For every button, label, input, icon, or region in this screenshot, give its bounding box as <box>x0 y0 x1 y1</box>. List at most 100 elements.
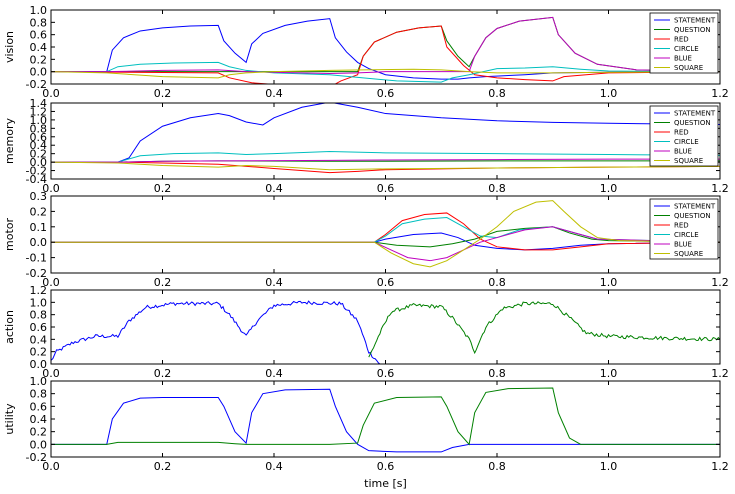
y-tick-label: 1.2 <box>30 105 48 118</box>
x-tick-label: 0.2 <box>154 276 172 289</box>
y-tick-label: 0.8 <box>30 122 48 135</box>
x-tick-label: 0.4 <box>265 367 283 380</box>
x-tick-label: 1.0 <box>600 276 618 289</box>
y-tick-label: 0.0 <box>30 66 48 79</box>
legend-label-circle: CIRCLE <box>674 45 699 53</box>
series-line-square <box>51 68 720 79</box>
y-tick-label: 0.0 <box>30 236 48 249</box>
x-tick-label: 1.0 <box>600 87 618 100</box>
y-tick-label: 0.4 <box>30 41 48 54</box>
y-tick-label: -0.2 <box>26 267 47 280</box>
y-tick-label: -0.1 <box>26 252 47 265</box>
y-tick-label: 0.2 <box>30 53 48 66</box>
y-tick-label: 0.4 <box>30 139 48 152</box>
legend-label-blue: BLUE <box>674 241 692 249</box>
series-line-circle <box>51 217 720 243</box>
series-line-square <box>51 161 720 171</box>
legend-label-square: SQUARE <box>674 64 703 72</box>
y-axis-label: motor <box>3 218 16 251</box>
y-tick-label: 0.2 <box>30 205 48 218</box>
y-tick-label: -0.2 <box>26 451 47 464</box>
legend-box <box>649 105 719 167</box>
y-tick-label: -0.2 <box>26 165 47 178</box>
legend-label-statement: STATEMENT <box>674 17 716 25</box>
x-tick-label: 0.0 <box>42 182 60 195</box>
series-line-trace-1 <box>51 387 720 446</box>
axes-frame <box>50 380 721 458</box>
y-tick-label: 0.1 <box>30 221 48 234</box>
y-tick-label: 1.0 <box>30 296 48 309</box>
legend-label-red: RED <box>674 129 689 137</box>
series-line-red <box>51 212 720 251</box>
y-tick-label: 0.4 <box>30 333 48 346</box>
y-tick-label: 0.4 <box>30 413 48 426</box>
y-tick-label: 0.0 <box>30 156 48 169</box>
y-tick-label: 0.6 <box>30 321 48 334</box>
legend-label-question: QUESTION <box>674 212 711 220</box>
legend-label-red: RED <box>674 222 689 230</box>
x-tick-label: 0.2 <box>154 182 172 195</box>
y-axis-label: vision <box>3 31 16 63</box>
x-tick-label: 1.0 <box>600 367 618 380</box>
series-line-statement <box>51 18 720 80</box>
x-tick-label: 0.4 <box>265 182 283 195</box>
x-tick-label: 0.6 <box>377 460 395 473</box>
series-line-trace-0 <box>51 300 381 364</box>
x-tick-label: 0.2 <box>154 87 172 100</box>
y-tick-label: -0.4 <box>26 173 47 186</box>
y-axis-label: memory <box>3 118 16 164</box>
y-tick-label: 0.2 <box>30 148 48 161</box>
x-tick-label: 0.4 <box>265 460 283 473</box>
panel-vision: 0.0 0.2 0.4 0.6 0.8 1.0 1.2-0.20.00.20.40.60.8… <box>3 4 729 100</box>
x-tick-label: 0.8 <box>488 367 506 380</box>
x-tick-label: 0.8 <box>488 276 506 289</box>
y-tick-label: 0.3 <box>30 190 48 203</box>
legend-label-square: SQUARE <box>674 157 703 165</box>
legend-label-blue: BLUE <box>674 55 692 63</box>
series-line-blue <box>51 226 720 262</box>
series-line-blue <box>51 16 720 75</box>
legend-label-statement: STATEMENT <box>674 110 716 118</box>
y-tick-label: 1.4 <box>30 97 48 110</box>
y-tick-label: 0.2 <box>30 346 48 359</box>
x-tick-label: 0.8 <box>488 460 506 473</box>
y-tick-label: -0.2 <box>26 78 47 91</box>
x-tick-label: 0.6 <box>377 182 395 195</box>
x-tick-label: 1.0 <box>600 182 618 195</box>
y-axis-label: utility <box>3 403 16 435</box>
x-tick-label: 0.8 <box>488 182 506 195</box>
x-tick-label: 0.2 <box>154 367 172 380</box>
axes-frame <box>50 289 721 365</box>
series-line-trace-1 <box>368 301 720 358</box>
legend-label-circle: CIRCLE <box>674 138 699 146</box>
y-tick-label: 1.2 <box>30 284 48 297</box>
series-line-statement <box>51 103 720 163</box>
x-tick-label: 0.2 <box>154 460 172 473</box>
x-tick-label: 1.2 <box>711 367 729 380</box>
x-tick-label: 1.2 <box>711 460 729 473</box>
x-tick-label: 0.6 <box>377 276 395 289</box>
x-tick-label: 0.6 <box>377 87 395 100</box>
y-tick-label: 0.0 <box>30 438 48 451</box>
legend-label-blue: BLUE <box>674 148 692 156</box>
x-tick-label: 0.0 <box>42 276 60 289</box>
y-tick-label: 1.0 <box>30 375 48 388</box>
x-tick-label: 1.0 <box>600 460 618 473</box>
x-tick-label: 0.6 <box>377 367 395 380</box>
legend-label-red: RED <box>674 36 689 44</box>
x-tick-label: 1.2 <box>711 276 729 289</box>
x-tick-label: 0.8 <box>488 87 506 100</box>
x-tick-label: 1.2 <box>711 87 729 100</box>
y-tick-label: 0.2 <box>30 426 48 439</box>
x-axis-label: time [s] <box>364 477 407 490</box>
panel-motor: 0.0 0.2 0.4 0.6 0.8 1.0 1.2 -0.2 -0.1 0.0 0.1 0.2 0.… <box>3 190 729 289</box>
series-line-trace-0 <box>51 388 720 453</box>
x-tick-label: 0.4 <box>265 87 283 100</box>
y-tick-label: 0.8 <box>30 388 48 401</box>
x-tick-label: 0.4 <box>265 276 283 289</box>
legend-label-question: QUESTION <box>674 26 711 34</box>
